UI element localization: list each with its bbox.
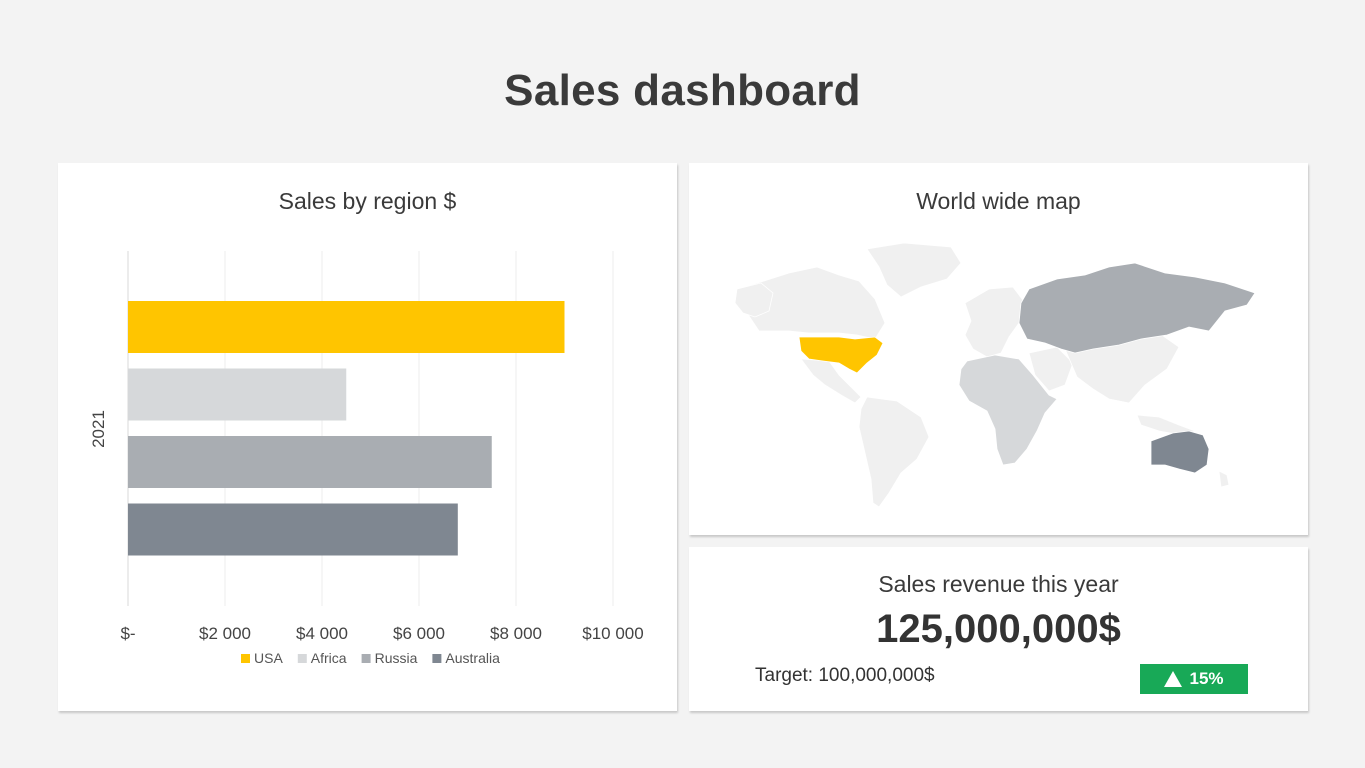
sales-by-region-card: Sales by region $ 2021 $- $2 000 $4 000 $6 0… [58, 163, 677, 711]
sales-bar-chart: 2021 $- $2 000 $4 000 $6 000 $8 000 $10 000 USA… [89, 251, 644, 666]
map-region-russia [1018, 262, 1256, 354]
world-map-card: World wide map [689, 163, 1308, 535]
map-region-australia [1150, 430, 1210, 474]
y-category-label: 2021 [89, 410, 108, 448]
map-title: World wide map [916, 188, 1081, 214]
legend-label-australia: Australia [445, 650, 500, 666]
x-tick-label: $6 000 [393, 624, 445, 643]
bar-africa [128, 368, 347, 421]
map-region-south-america [858, 396, 930, 508]
x-tick-label: $- [120, 624, 135, 643]
legend-swatch-africa [297, 654, 307, 663]
revenue-target: Target: 100,000,000$ [755, 665, 935, 686]
map-region-africa [958, 354, 1058, 466]
map-region-alaska [734, 282, 774, 318]
other-regions [734, 242, 1230, 508]
legend-swatch-australia [432, 654, 442, 663]
page-title: Sales dashboard [504, 66, 861, 115]
chart-title: Sales by region $ [278, 188, 457, 214]
bar-russia [128, 436, 492, 488]
x-tick-label: $8 000 [490, 624, 542, 643]
map-region-europe [964, 286, 1026, 358]
revenue-card: Sales revenue this year 125,000,000$ Tar… [689, 547, 1308, 711]
map-region-new-zealand [1218, 470, 1230, 488]
x-tick-label: $10 000 [582, 624, 643, 643]
revenue-change-badge: 15% [1140, 664, 1248, 694]
x-tick-label: $4 000 [296, 624, 348, 643]
legend-label-usa: USA [254, 650, 283, 666]
x-tick-label: $2 000 [199, 624, 251, 643]
map-region-usa [798, 336, 884, 374]
bar-usa [128, 301, 565, 353]
triangle-up-icon [1164, 671, 1183, 687]
revenue-value: 125,000,000$ [876, 607, 1121, 651]
legend-swatch-usa [241, 654, 250, 663]
legend-label-russia: Russia [375, 650, 418, 666]
map-region-central-america [800, 358, 862, 404]
legend-label-africa: Africa [311, 650, 347, 666]
world-map [734, 242, 1256, 508]
revenue-change-value: 15% [1189, 669, 1224, 688]
map-region-greenland [866, 242, 962, 298]
revenue-title: Sales revenue this year [878, 571, 1119, 597]
legend-swatch-russia [361, 654, 371, 663]
bar-australia [128, 503, 458, 556]
